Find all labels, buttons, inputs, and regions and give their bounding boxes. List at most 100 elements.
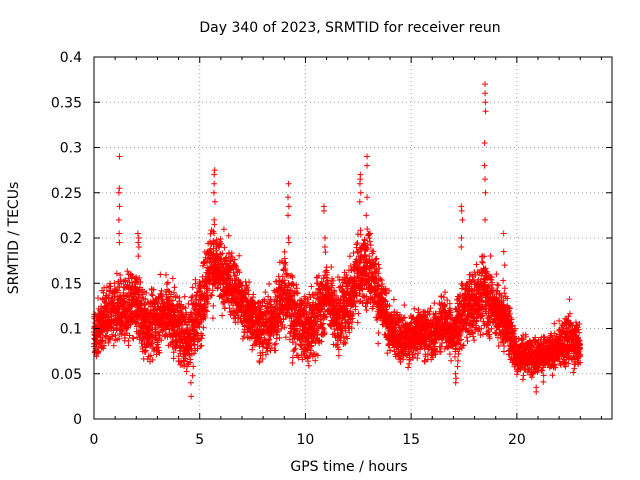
data-point	[189, 284, 196, 291]
data-point	[213, 247, 220, 254]
data-point	[155, 344, 162, 351]
data-point	[157, 271, 164, 278]
data-point	[149, 356, 156, 363]
data-point	[166, 326, 173, 333]
data-point	[122, 278, 129, 285]
data-point	[246, 278, 253, 285]
data-point	[231, 256, 238, 263]
data-point	[141, 306, 148, 313]
data-point	[150, 344, 157, 351]
data-point	[149, 292, 156, 299]
data-point	[114, 325, 121, 332]
data-point	[106, 336, 113, 343]
data-point	[137, 279, 144, 286]
data-point	[197, 343, 204, 350]
data-point	[218, 240, 225, 247]
data-point	[252, 340, 259, 347]
data-point	[119, 328, 126, 335]
data-point	[109, 333, 116, 340]
data-point	[155, 294, 162, 301]
data-point	[221, 244, 228, 251]
data-point	[249, 346, 256, 353]
data-point	[137, 294, 144, 301]
data-point	[202, 314, 209, 321]
data-point	[163, 271, 170, 278]
data-point	[109, 297, 116, 304]
data-point	[170, 355, 177, 362]
data-point	[237, 279, 244, 286]
data-point	[129, 334, 136, 341]
data-point	[236, 269, 243, 276]
data-point	[169, 275, 176, 282]
data-point	[235, 284, 242, 291]
data-point	[225, 232, 232, 239]
data-point	[192, 296, 199, 303]
data-point	[209, 287, 216, 294]
data-point	[214, 285, 221, 292]
data-point	[170, 289, 177, 296]
data-point	[169, 343, 176, 350]
data-point	[208, 292, 215, 299]
data-point	[107, 283, 114, 290]
data-point	[112, 332, 119, 339]
data-point	[199, 332, 206, 339]
data-point	[227, 311, 234, 318]
data-point	[190, 363, 197, 370]
data-point	[154, 300, 161, 307]
data-point	[169, 297, 176, 304]
data-point	[194, 345, 201, 352]
data-point	[100, 345, 107, 352]
data-point	[136, 274, 143, 281]
data-point	[195, 320, 202, 327]
data-point	[158, 293, 165, 300]
data-point	[187, 356, 194, 363]
data-point	[189, 372, 196, 379]
data-point	[193, 329, 200, 336]
data-point	[125, 342, 132, 349]
data-point	[211, 230, 218, 237]
data-point	[188, 345, 195, 352]
data-point	[198, 342, 205, 349]
data-point	[223, 254, 230, 261]
data-point	[143, 289, 150, 296]
data-point	[115, 306, 122, 313]
data-point	[201, 311, 208, 318]
data-point	[102, 338, 109, 345]
data-point	[191, 342, 198, 349]
grid	[94, 57, 612, 419]
data-point	[190, 350, 197, 357]
data-point	[181, 293, 188, 300]
data-point	[214, 284, 221, 291]
data-point	[173, 338, 180, 345]
data-point	[250, 291, 257, 298]
data-point	[222, 260, 229, 267]
data-point	[204, 308, 211, 315]
data-point	[150, 286, 157, 293]
data-point	[236, 252, 243, 259]
data-point	[191, 341, 198, 348]
data-point	[226, 305, 233, 312]
data-point	[210, 251, 217, 258]
data-point	[116, 335, 123, 342]
data-point	[200, 324, 207, 331]
data-point	[94, 295, 101, 302]
data-point	[147, 352, 154, 359]
data-point	[170, 349, 177, 356]
data-point	[115, 287, 122, 294]
data-point	[184, 325, 191, 332]
data-point	[210, 302, 217, 309]
data-point	[198, 335, 205, 342]
data-point	[176, 342, 183, 349]
data-point	[233, 263, 240, 270]
data-point	[142, 296, 149, 303]
data-point	[100, 342, 107, 349]
data-point	[202, 306, 209, 313]
data-point	[126, 332, 133, 339]
data-point	[239, 335, 246, 342]
data-point	[186, 341, 193, 348]
data-point	[156, 349, 163, 356]
data-point	[158, 337, 165, 344]
data-point	[165, 288, 172, 295]
data-point	[118, 327, 125, 334]
